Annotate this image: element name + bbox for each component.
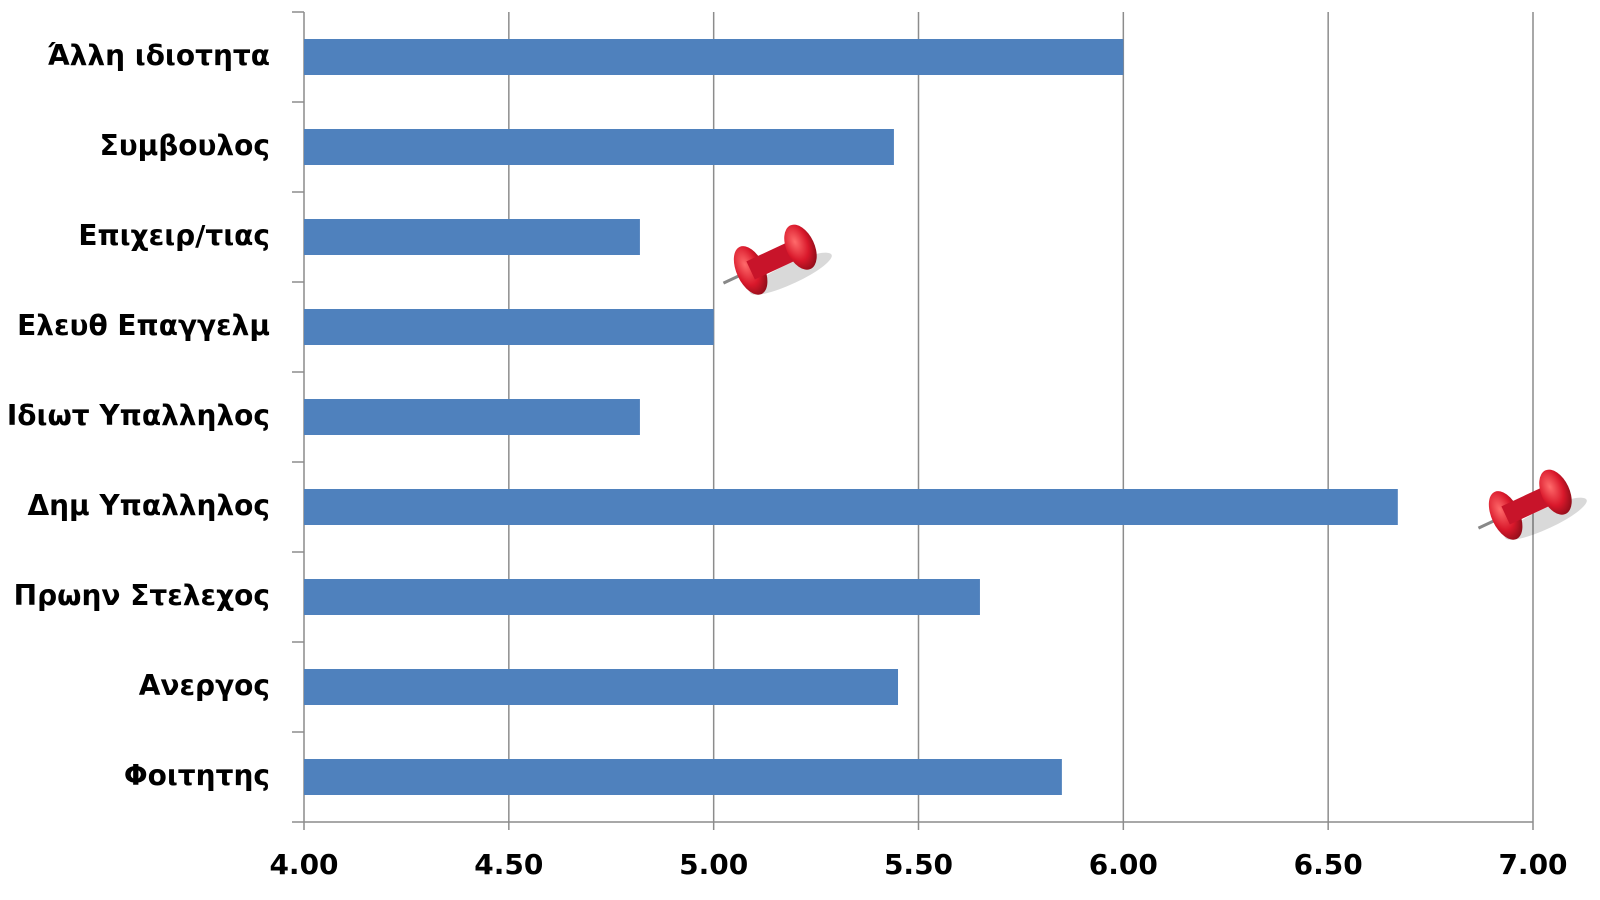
bar [304,489,1398,525]
bar [304,399,640,435]
bar [304,219,640,255]
y-tick-label: Πρωην Στελεχος [14,579,270,612]
y-tick-label: Συμβουλος [100,129,270,162]
y-tick-label: Φοιτητης [124,759,270,792]
y-tick-label: Άλλη ιδιοτητα [47,39,270,72]
bar [304,669,899,705]
bar [304,759,1062,795]
pushpin [722,224,832,295]
bar [304,129,894,165]
y-tick-label: Ελευθ Επαγγελμ [17,309,270,342]
x-tick-label: 7.00 [1498,848,1567,881]
x-tick-label: 4.00 [269,848,338,881]
pin-head [1539,469,1572,515]
x-tick-label: 6.50 [1294,848,1363,881]
x-tick-label: 5.50 [884,848,953,881]
x-tick-label: 4.50 [474,848,543,881]
pin-head [784,224,817,270]
x-tick-label: 5.00 [679,848,748,881]
y-tick-label: Ανεργος [139,669,270,702]
y-tick-label: Επιχειρ/τιας [78,219,270,252]
bar [304,579,980,615]
x-tick-label: 6.00 [1089,848,1158,881]
y-tick-label: Δημ Υπαλληλος [27,489,270,522]
pushpin [1477,469,1587,540]
y-tick-label: Ιδιωτ Υπαλληλος [7,399,270,432]
bar [304,39,1124,75]
bar [304,309,714,345]
